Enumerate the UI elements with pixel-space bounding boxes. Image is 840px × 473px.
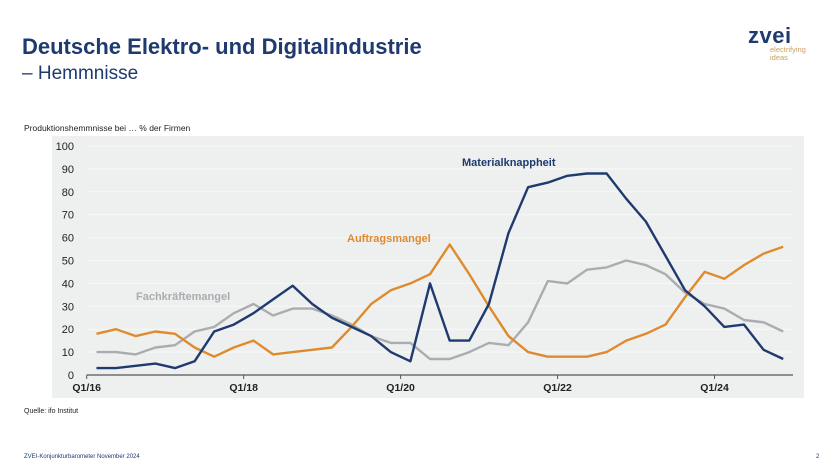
page-subtitle: – Hemmnisse [22,63,139,84]
y-tick-label: 80 [62,187,74,199]
plot-background [52,136,804,398]
y-tick-label: 30 [62,301,74,313]
y-tick-label: 40 [62,278,74,290]
y-axis-label: Produktionshemmnisse bei … % der Firmen [24,123,191,133]
x-tick-label: Q1/24 [700,382,729,394]
y-tick-label: 20 [62,324,74,336]
page-number: 2 [816,454,820,460]
page-title: Deutsche Elektro- und Digitalindustrie [22,34,422,59]
x-tick-label: Q1/16 [72,382,101,394]
logo-tagline-1: electrifying [770,45,806,54]
y-tick-label: 50 [62,256,74,268]
series-label: Fachkräftemangel [136,291,230,303]
series-line-auftragsmangel [96,243,784,358]
footer-text: ZVEI-Konjunkturbarometer November 2024 [24,454,140,460]
series-label: Auftragsmangel [347,233,431,245]
y-tick-label: 70 [62,210,74,222]
x-tick-label: Q1/22 [543,382,572,394]
x-tick-label: Q1/18 [229,382,258,394]
y-tick-label: 0 [68,370,74,382]
y-tick-label: 100 [56,141,74,153]
series-line-materialknappheit [96,172,784,370]
zvei-logo: zvei electrifying ideas [748,23,806,62]
y-tick-label: 90 [62,164,74,176]
y-tick-label: 10 [62,347,74,359]
x-tick-label: Q1/20 [386,382,415,394]
series-line-fachkräftemangel [96,259,784,361]
series-label: Materialknappheit [462,157,556,169]
logo-tagline-2: ideas [770,53,788,62]
logo-word: zvei [748,23,792,48]
y-tick-label: 60 [62,233,74,245]
source-note: Quelle: ifo Institut [24,408,79,415]
